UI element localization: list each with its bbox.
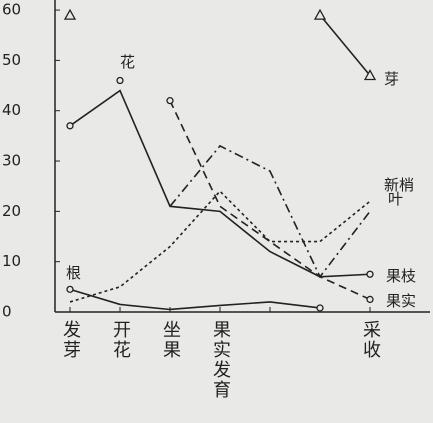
point xyxy=(366,295,374,304)
point xyxy=(63,8,77,20)
y-tick-label: 50 xyxy=(2,51,21,69)
series-line xyxy=(169,144,371,279)
series-label: 果实 xyxy=(386,292,416,310)
y-tick-label: 20 xyxy=(2,202,21,220)
point xyxy=(116,76,124,85)
x-tick-label: 开花 xyxy=(110,320,131,360)
x-tick-label: 果实发育 xyxy=(210,320,231,400)
point xyxy=(316,304,324,312)
series-label: 花 xyxy=(120,53,135,71)
series-line xyxy=(169,100,371,301)
x-tick-label: 坐果 xyxy=(160,320,181,360)
series-line xyxy=(69,190,371,303)
series-line xyxy=(319,14,371,76)
series-label: 根 xyxy=(66,264,81,282)
series-label: 芽 xyxy=(384,70,399,88)
series-label: 新梢 xyxy=(384,176,414,194)
x-tick-label: 采收 xyxy=(360,320,381,360)
point xyxy=(313,8,327,20)
point xyxy=(66,122,74,130)
point xyxy=(66,285,74,294)
point xyxy=(166,96,174,105)
point xyxy=(363,69,377,81)
y-tick-label: 0 xyxy=(2,303,12,321)
series-label: 叶 xyxy=(388,190,403,208)
series-line xyxy=(69,89,371,278)
series-line xyxy=(69,288,321,311)
series-label: 果枝 xyxy=(386,267,416,285)
y-tick-label: 10 xyxy=(2,252,21,270)
y-tick-label: 60 xyxy=(2,1,21,19)
x-tick-label: 发芽 xyxy=(60,320,81,360)
y-tick-label: 30 xyxy=(2,152,21,170)
y-tick-label: 40 xyxy=(2,101,21,119)
point xyxy=(366,270,374,278)
